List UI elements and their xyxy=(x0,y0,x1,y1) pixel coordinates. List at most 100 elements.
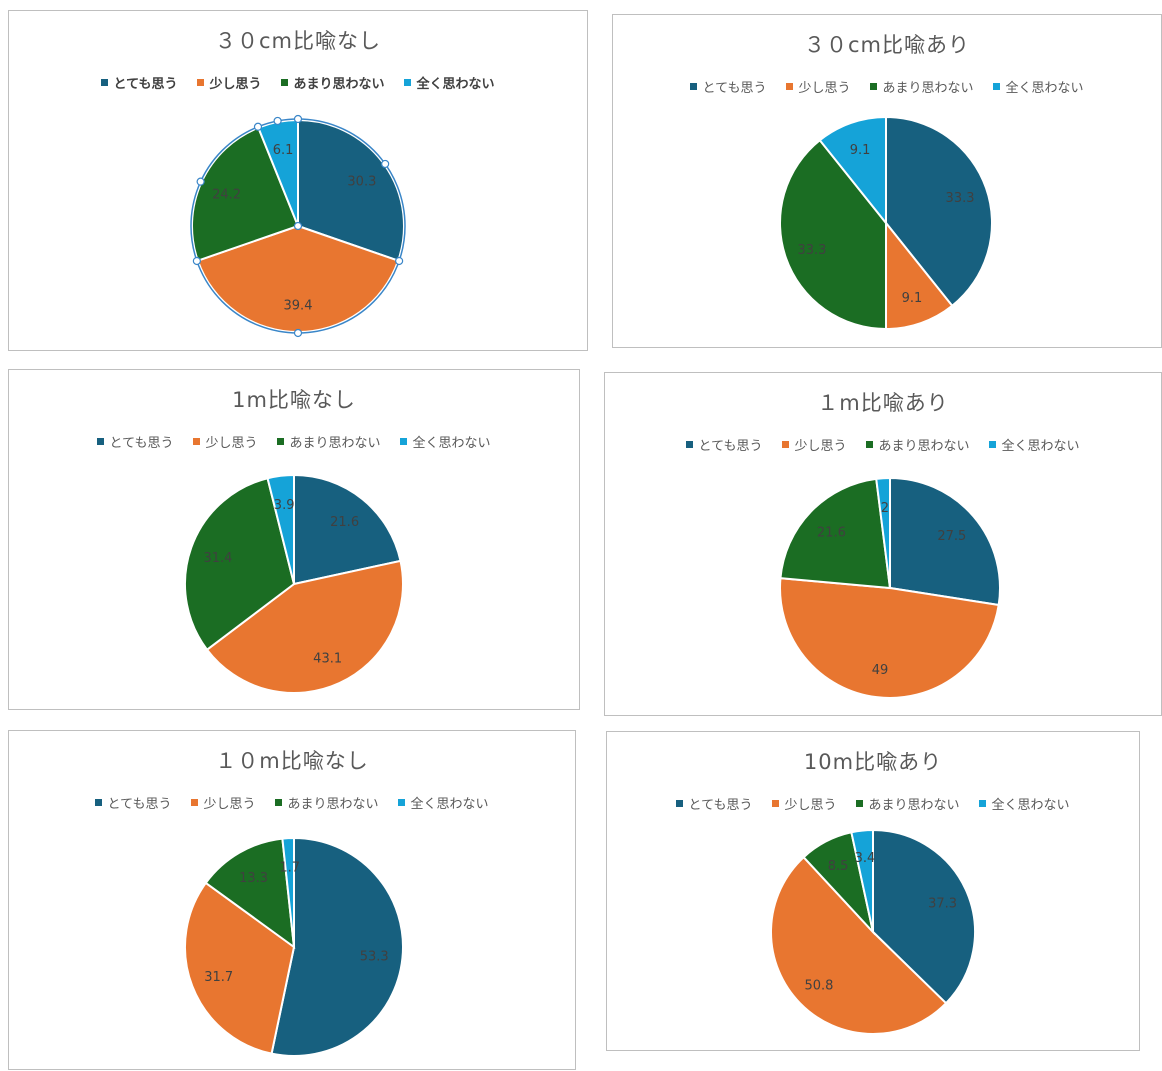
pie-slice-not-much[interactable] xyxy=(779,477,892,590)
data-label-somewhat-agree: 39.4 xyxy=(284,298,313,313)
chart-title: ３０cm比喩あり xyxy=(803,33,970,57)
selection-handle[interactable] xyxy=(293,221,303,231)
pie-slice-not-at-all[interactable] xyxy=(850,828,874,933)
legend-swatch xyxy=(856,800,864,807)
legend-swatch xyxy=(404,79,412,86)
legend-swatch xyxy=(197,79,205,86)
legend-swatch xyxy=(277,438,285,445)
data-label-not-much: 31.4 xyxy=(203,551,232,566)
data-label-not-much: 33.3 xyxy=(797,243,826,258)
chart-title: 1m比喩なし xyxy=(232,388,356,412)
legend-swatch xyxy=(989,441,997,448)
data-label-strongly-agree: 30.3 xyxy=(347,174,376,189)
legend-label: とても思う xyxy=(113,77,178,92)
legend-label: 全く思わない xyxy=(412,436,491,451)
selection-handle[interactable] xyxy=(273,116,282,126)
legend-label: とても思う xyxy=(688,798,753,813)
pie-slice-strongly-agree[interactable] xyxy=(885,115,993,308)
pie-slice-not-much[interactable] xyxy=(779,138,887,331)
pie-slice-not-at-all[interactable] xyxy=(281,836,295,948)
legend-label: あまり思わない xyxy=(287,797,379,812)
legend-label: あまり思わない xyxy=(882,81,974,96)
selection-handle[interactable] xyxy=(381,159,390,169)
pie-slice-somewhat-agree[interactable] xyxy=(779,577,1000,699)
data-label-not-much: 8.5 xyxy=(828,859,849,874)
pie-chart[interactable]: 37.3 50.8 8.5 3.4 xyxy=(607,732,1141,1052)
legend-item-not-at-all: 全く思わない xyxy=(400,432,491,451)
chart-panel-30cm-no-metaphor: ３０cm比喩なし とても思う 少し思う あまり思わない 全く思わない 30.3 3… xyxy=(8,10,588,351)
legend-item-not-much: あまり思わない xyxy=(856,794,959,813)
pie-slice-strongly-agree[interactable] xyxy=(293,473,402,586)
legend-swatch xyxy=(398,799,406,806)
legend-item-somewhat-agree: 少し思う xyxy=(772,794,836,813)
pie-chart[interactable]: 27.5 49 21.6 2 xyxy=(605,373,1162,717)
legend-item-strongly-agree: とても思う xyxy=(690,77,766,96)
legend-swatch xyxy=(191,799,199,806)
legend-item-not-at-all: 全く思わない xyxy=(398,793,489,812)
data-label-not-at-all: 3.4 xyxy=(855,851,876,866)
chart-title: １m比喩あり xyxy=(817,391,949,415)
chart-legend: とても思う 少し思う あまり思わない 全く思わない xyxy=(9,432,579,451)
chart-title: １０m比喩なし xyxy=(215,749,369,773)
data-label-not-at-all: 2 xyxy=(881,501,889,516)
pie-slice-somewhat-agree[interactable] xyxy=(184,881,296,1055)
chart-legend: とても思う 少し思う あまり思わない 全く思わない xyxy=(9,73,587,92)
legend-label: あまり思わない xyxy=(878,439,970,454)
pie-slice-not-much[interactable] xyxy=(204,837,296,950)
selection-handle[interactable] xyxy=(253,122,263,131)
data-label-not-at-all: 9.1 xyxy=(850,143,871,158)
pie-slice-not-at-all[interactable] xyxy=(875,476,891,589)
data-label-not-much: 24.2 xyxy=(212,187,241,202)
data-label-not-at-all: 6.1 xyxy=(273,143,294,158)
legend-label: 全く思わない xyxy=(1001,439,1080,454)
pie-chart[interactable]: 30.3 39.4 24.2 6.1 xyxy=(9,11,589,352)
legend-item-not-much: あまり思わない xyxy=(277,432,380,451)
data-label-strongly-agree: 21.6 xyxy=(330,515,359,530)
legend-item-not-much: あまり思わない xyxy=(870,77,973,96)
pie-slice-not-at-all[interactable] xyxy=(818,115,887,226)
selection-handle[interactable] xyxy=(395,256,404,266)
legend-swatch xyxy=(95,799,103,806)
chart-panel-1m-no-metaphor: 1m比喩なし とても思う 少し思う あまり思わない 全く思わない 21.6 43.… xyxy=(8,369,580,710)
chart-legend: とても思う 少し思う あまり思わない 全く思わない xyxy=(9,793,575,812)
legend-swatch xyxy=(772,800,780,807)
pie-slice-strongly-agree[interactable] xyxy=(270,836,404,1057)
data-label-strongly-agree: 37.3 xyxy=(928,897,957,912)
pie-slice-not-much[interactable] xyxy=(184,477,296,652)
data-label-somewhat-agree: 49 xyxy=(872,663,889,678)
legend-item-somewhat-agree: 少し思う xyxy=(197,73,261,92)
legend-item-not-at-all: 全く思わない xyxy=(989,435,1080,454)
pie-slice-strongly-agree[interactable] xyxy=(872,828,976,1005)
legend-item-not-at-all: 全く思わない xyxy=(993,77,1084,96)
pie-slice-somewhat-agree[interactable] xyxy=(205,559,404,694)
legend-item-not-much: あまり思わない xyxy=(281,73,384,92)
selection-handle[interactable] xyxy=(293,328,303,338)
legend-item-not-at-all: 全く思わない xyxy=(979,794,1070,813)
data-label-somewhat-agree: 9.1 xyxy=(902,291,923,306)
pie-slice-not-at-all[interactable] xyxy=(266,473,295,585)
chart-legend: とても思う 少し思う あまり思わない 全く思わない xyxy=(607,794,1139,813)
legend-swatch xyxy=(786,83,794,90)
legend-swatch xyxy=(782,441,790,448)
legend-swatch xyxy=(400,438,408,445)
legend-item-strongly-agree: とても思う xyxy=(686,435,762,454)
legend-label: あまり思わない xyxy=(293,77,385,92)
data-label-not-much: 21.6 xyxy=(817,525,846,540)
pie-slice-strongly-agree[interactable] xyxy=(889,476,1001,607)
pie-chart[interactable]: 53.3 31.7 13.3 1.7 xyxy=(9,731,577,1071)
pie-slice-somewhat-agree[interactable] xyxy=(770,855,948,1035)
selection-handle[interactable] xyxy=(192,256,201,266)
legend-swatch xyxy=(101,79,109,86)
pie-chart[interactable]: 33.3 9.1 33.3 9.1 xyxy=(613,15,1162,349)
selection-handle[interactable] xyxy=(293,114,303,124)
selection-handle[interactable] xyxy=(196,177,205,186)
pie-slice-somewhat-agree[interactable] xyxy=(885,220,954,331)
legend-label: 少し思う xyxy=(798,81,851,96)
pie-chart[interactable]: 21.6 43.1 31.4 3.9 xyxy=(9,370,581,711)
legend-label: 少し思う xyxy=(794,439,847,454)
legend-swatch xyxy=(193,438,201,445)
chart-panel-1m-with-metaphor: １m比喩あり とても思う 少し思う あまり思わない 全く思わない 27.5 49 2… xyxy=(604,372,1162,716)
legend-item-somewhat-agree: 少し思う xyxy=(782,435,846,454)
data-label-not-at-all: 3.9 xyxy=(274,498,295,513)
legend-label: とても思う xyxy=(698,439,763,454)
